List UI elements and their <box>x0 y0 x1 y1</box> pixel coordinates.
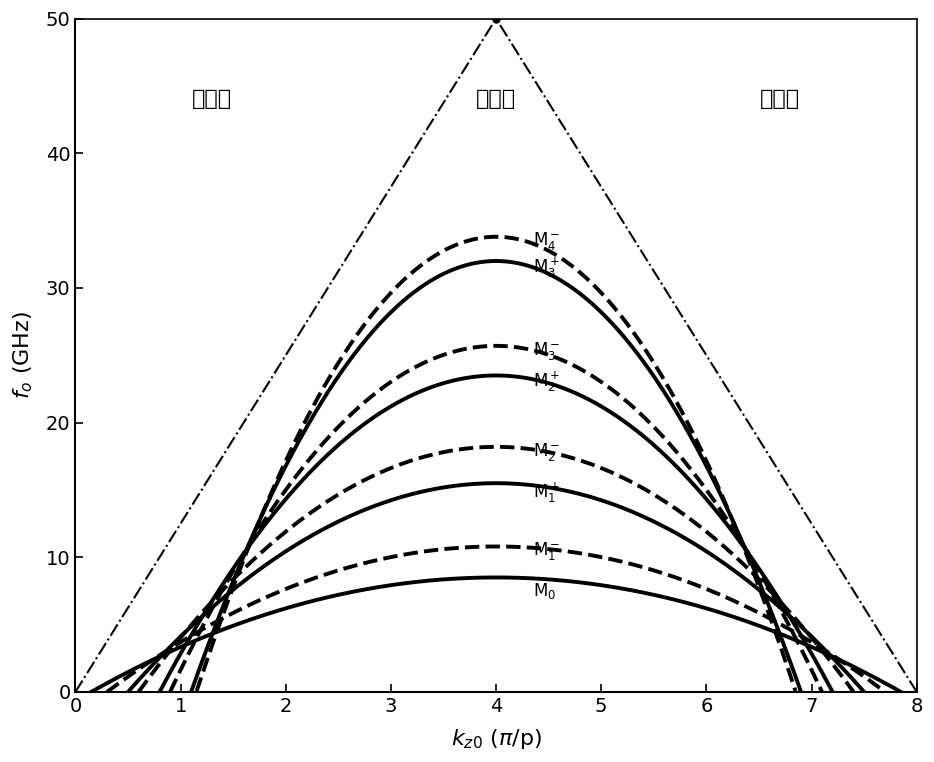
Text: $\mathrm{M}_2^+$: $\mathrm{M}_2^+$ <box>533 370 560 395</box>
Text: 辐射区: 辐射区 <box>192 89 233 110</box>
Text: $\mathrm{M}_4^-$: $\mathrm{M}_4^-$ <box>533 230 560 251</box>
Text: $\mathrm{M}_1^+$: $\mathrm{M}_1^+$ <box>533 481 560 504</box>
Text: 慢波区: 慢波区 <box>476 89 517 110</box>
Y-axis label: $f_o$ (GHz): $f_o$ (GHz) <box>11 311 35 399</box>
X-axis label: $k_{z0}$ ($\pi$/p): $k_{z0}$ ($\pi$/p) <box>450 727 542 751</box>
Text: 辐射区: 辐射区 <box>760 89 800 110</box>
Text: $\mathrm{M}_3^+$: $\mathrm{M}_3^+$ <box>533 255 560 280</box>
Text: $\mathrm{M}_2^-$: $\mathrm{M}_2^-$ <box>533 441 560 463</box>
Text: $\mathrm{M}_3^-$: $\mathrm{M}_3^-$ <box>533 340 560 362</box>
Text: $\mathrm{M}_1^-$: $\mathrm{M}_1^-$ <box>533 539 560 562</box>
Text: $\mathrm{M}_0$: $\mathrm{M}_0$ <box>533 581 556 601</box>
